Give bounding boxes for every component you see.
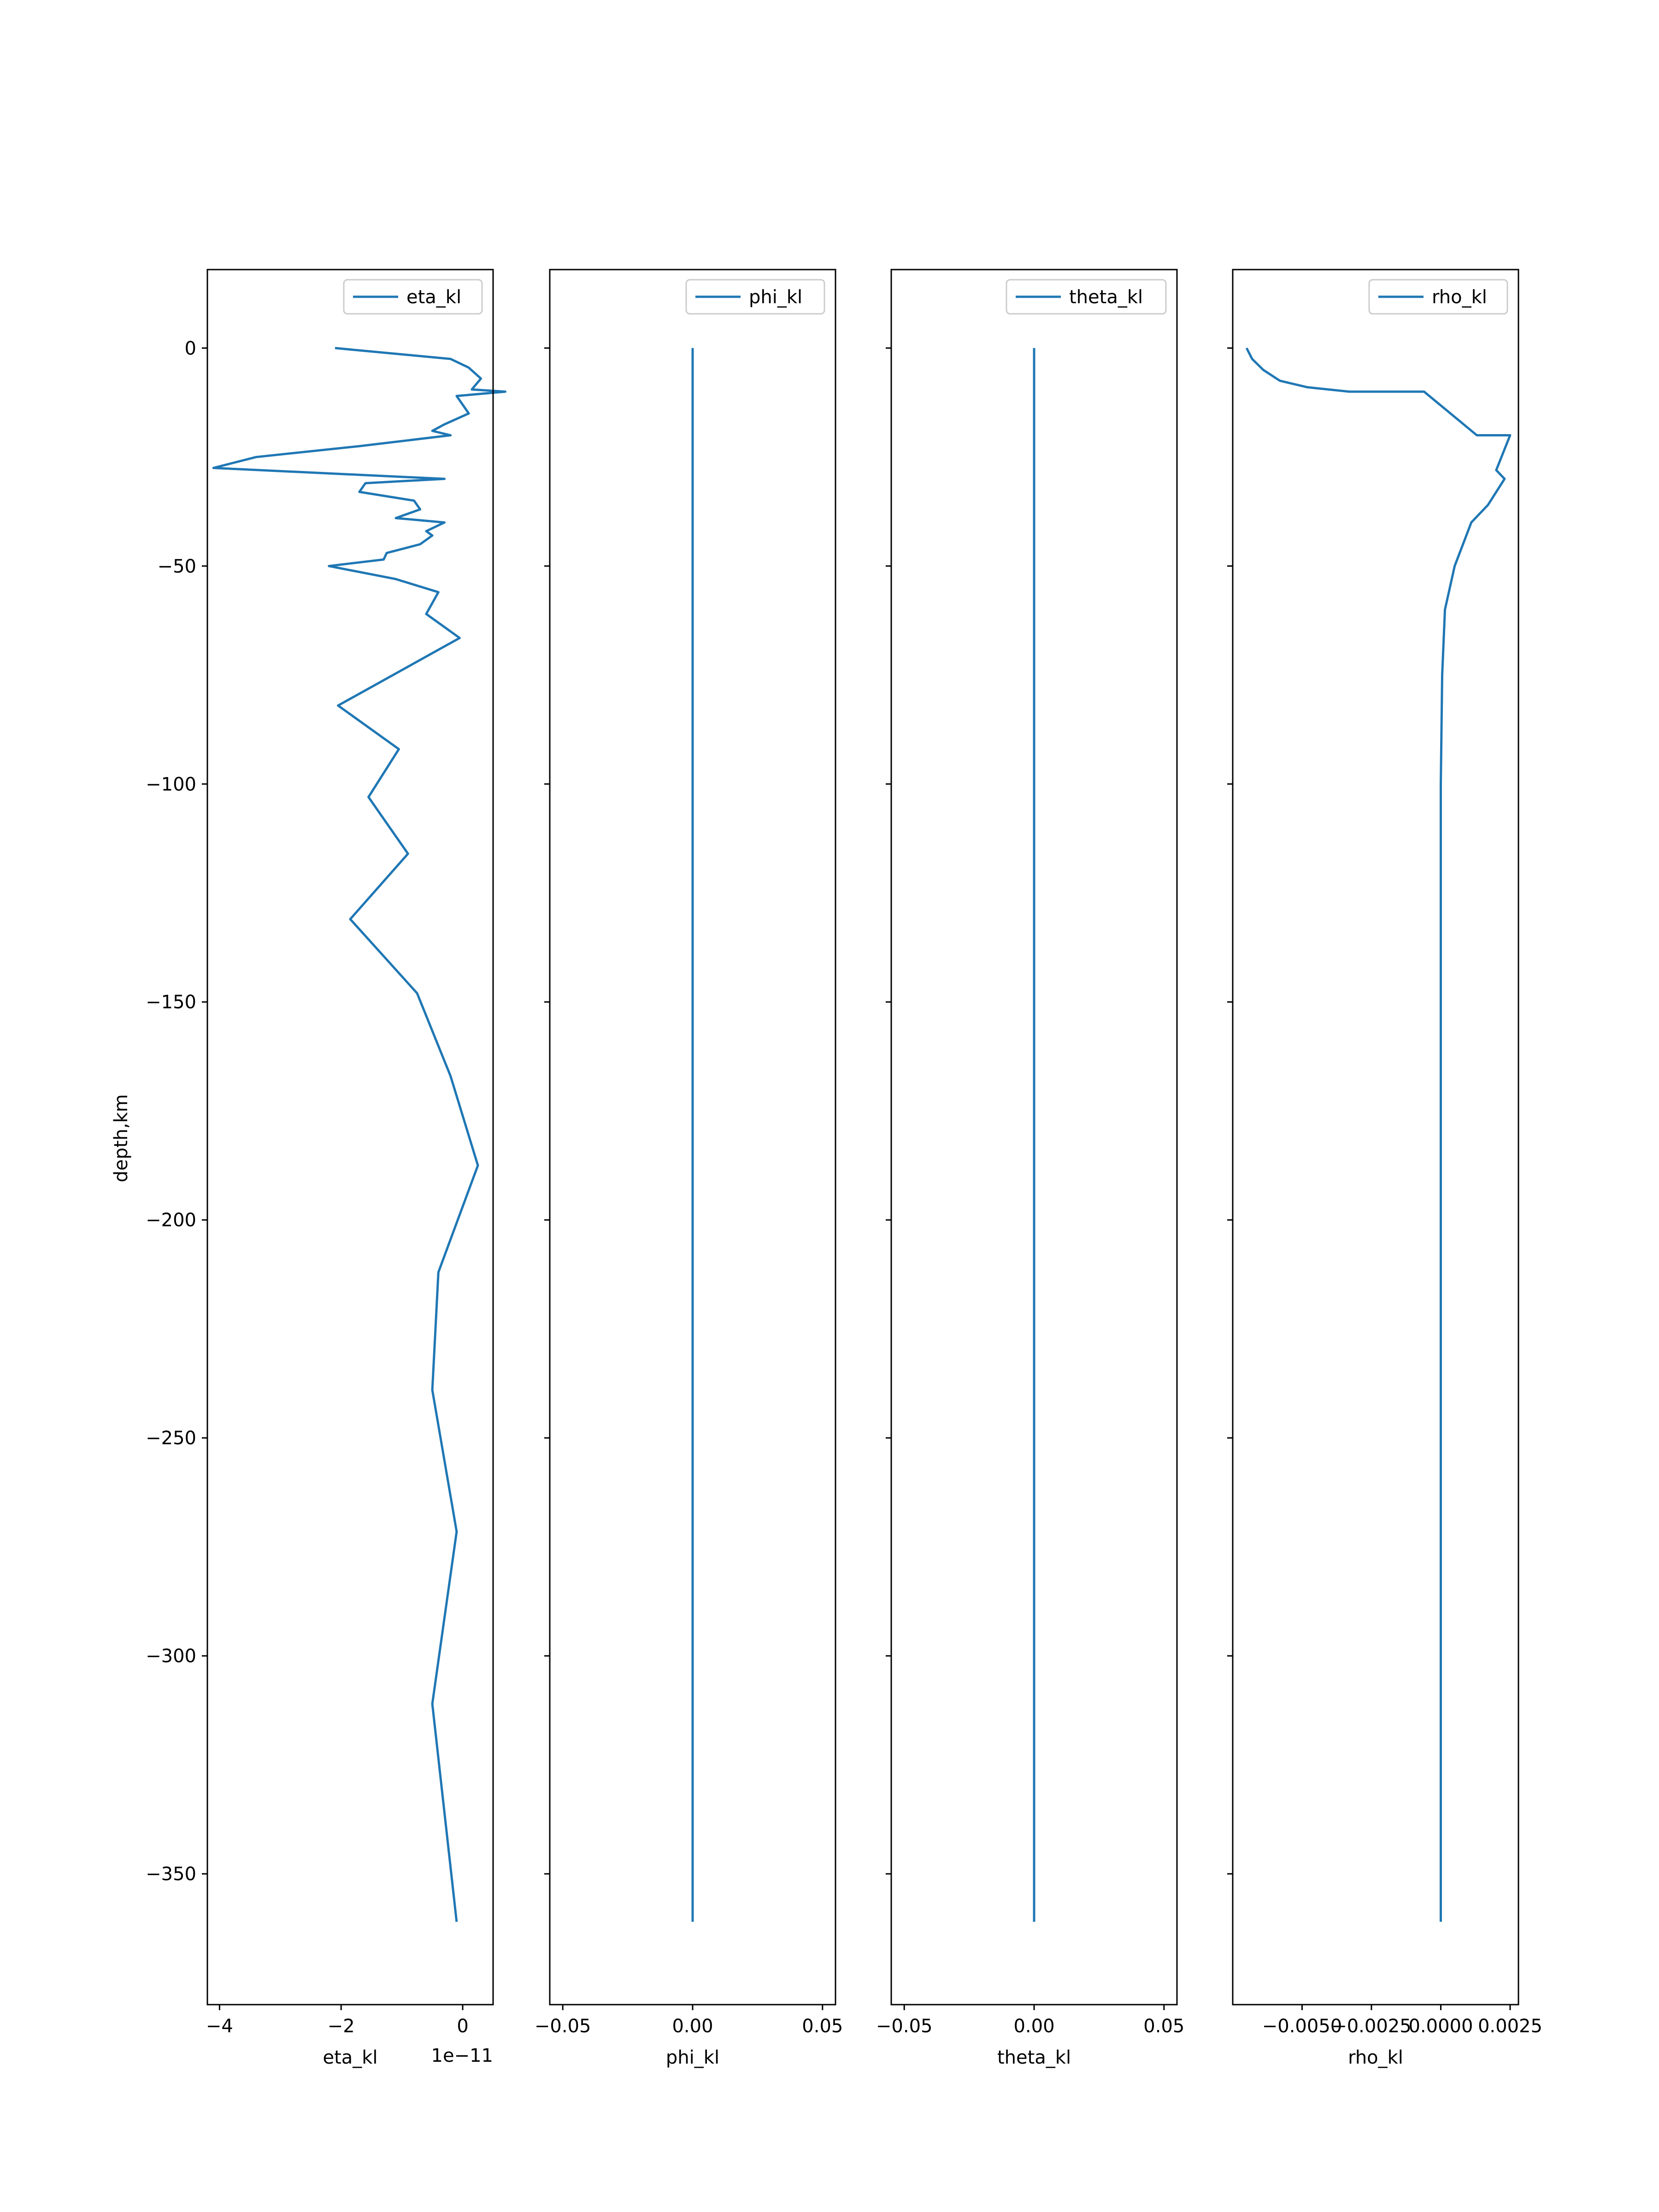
x-tick-label: 0.00 — [672, 2016, 713, 2037]
x-tick-label: −0.05 — [876, 2016, 933, 2037]
x-tick-label: 0 — [457, 2016, 468, 2037]
subplot-3: −0.05 0.00 0.05 theta_kl theta_kl — [876, 269, 1184, 2068]
legend-label: rho_kl — [1432, 287, 1487, 308]
legend-box — [343, 279, 483, 315]
axes-frame — [206, 269, 494, 2006]
x-tick-label: −0.05 — [535, 2016, 591, 2037]
x-tick-label: −0.0025 — [1331, 2016, 1411, 2037]
x-axis-label: phi_kl — [666, 2047, 719, 2068]
legend-label: eta_kl — [406, 287, 461, 308]
legend-box — [1368, 279, 1508, 315]
series-line-eta_kl — [212, 347, 506, 1922]
legend-box — [685, 279, 825, 315]
figure-y-axis-label: depth,km — [111, 1094, 132, 1182]
y-tick-label: −200 — [146, 1210, 196, 1231]
y-tick-label: −250 — [146, 1428, 196, 1449]
x-tick-label: −0.0050 — [1262, 2016, 1342, 2037]
x-axis-label: theta_kl — [997, 2047, 1071, 2068]
subplot-1: 0 −50 −100 −150 −200 −250 −300 −350 −4 −2 0 eta_kl 1… — [146, 269, 506, 2068]
y-tick-label: −150 — [146, 992, 196, 1013]
legend: phi_kl — [685, 279, 825, 315]
y-tick-label: 0 — [185, 338, 196, 359]
x-tick-label: 0.05 — [1143, 2016, 1184, 2037]
x-tick-label: −2 — [328, 2016, 355, 2037]
legend-box — [1006, 279, 1167, 315]
axes-frame — [1232, 269, 1519, 2006]
y-tick-label: −300 — [146, 1646, 196, 1667]
legend-label: theta_kl — [1069, 287, 1143, 308]
subplot-panels: 0 −50 −100 −150 −200 −250 −300 −350 −4 −2 0 eta_kl 1… — [146, 269, 1542, 2068]
x-axis-label: eta_kl — [323, 2047, 377, 2068]
legend: rho_kl — [1368, 279, 1508, 315]
legend-label: phi_kl — [749, 287, 802, 308]
subplot-2: −0.05 0.00 0.05 phi_kl phi_kl — [535, 269, 843, 2068]
x-offset-text: 1e−11 — [431, 2045, 493, 2066]
x-tick-label: 0.05 — [802, 2016, 843, 2037]
x-tick-label: 0.0000 — [1408, 2016, 1473, 2037]
legend: eta_kl — [343, 279, 483, 315]
y-tick-label: −100 — [146, 774, 196, 795]
y-tick-label: −350 — [146, 1864, 196, 1885]
x-axis-label: rho_kl — [1348, 2047, 1403, 2068]
y-tick-label: −50 — [158, 556, 196, 577]
x-tick-label: 0.00 — [1013, 2016, 1054, 2037]
x-tick-label: −4 — [206, 2016, 233, 2037]
legend: theta_kl — [1006, 279, 1167, 315]
series-line-rho_kl — [1245, 347, 1512, 1922]
x-tick-label: 0.0025 — [1478, 2016, 1542, 2037]
